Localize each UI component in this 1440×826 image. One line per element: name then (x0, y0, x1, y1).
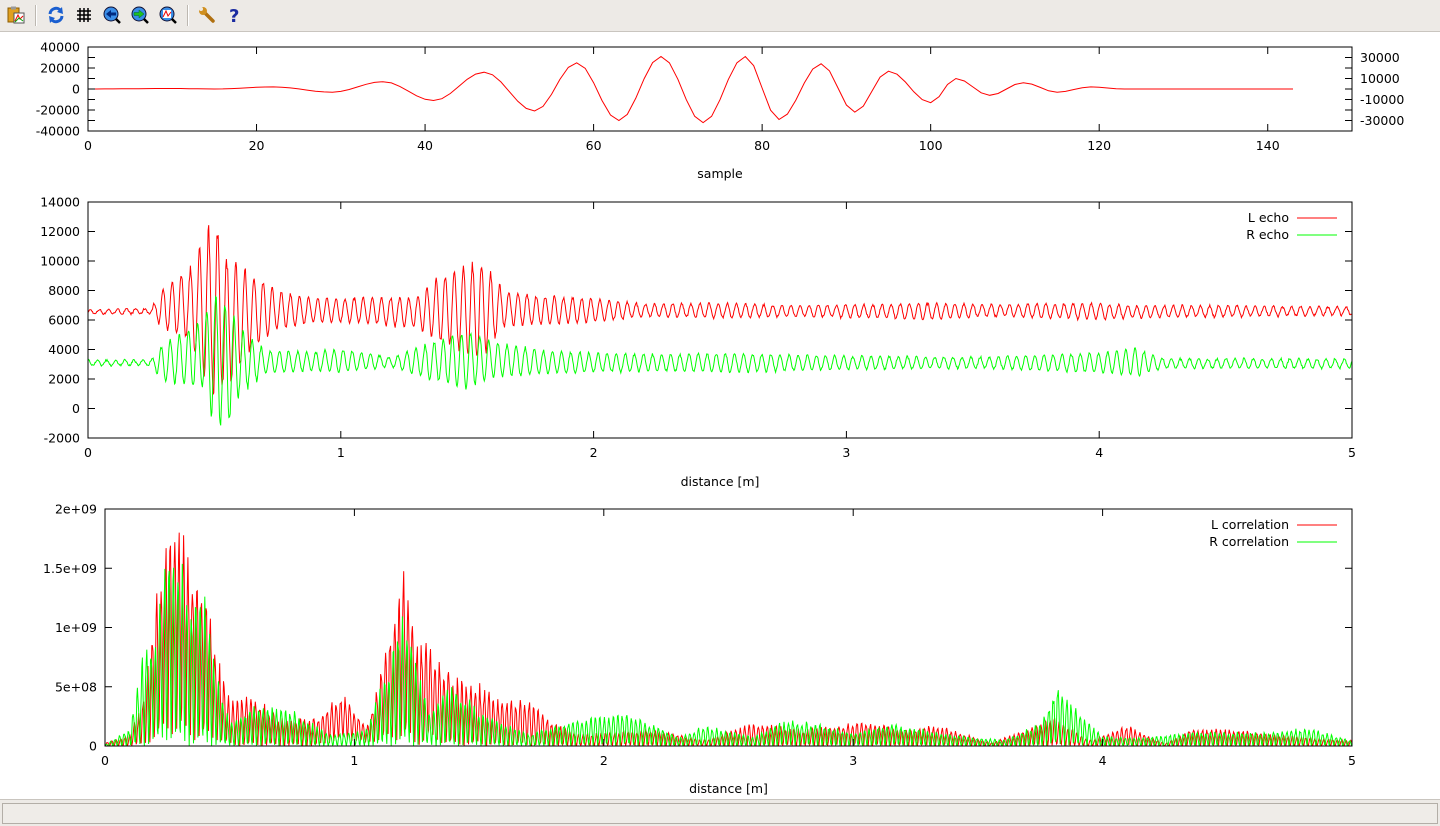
y-tick-label: 40000 (40, 40, 80, 55)
y-tick-label: 0 (89, 739, 97, 754)
toolbar-separator (187, 5, 189, 26)
x-tick-label: 5 (1348, 445, 1356, 460)
y-tick-label: 20000 (40, 61, 80, 76)
replot-icon[interactable] (46, 5, 66, 25)
x-tick-label: 0 (84, 445, 92, 460)
legend-label: R echo (1246, 227, 1289, 242)
x-tick-label: 60 (586, 138, 602, 153)
x-tick-label: 120 (1087, 138, 1111, 153)
y-tick-label: -40000 (36, 124, 80, 139)
legend-label: L echo (1248, 210, 1289, 225)
x-tick-label: 40 (417, 138, 433, 153)
y-tick-label: -10000 (1360, 92, 1404, 107)
x-tick-label: 0 (101, 753, 109, 768)
chart-2: 0 1 2 3 4 5 -2000 0 2000 4000 6000 8000 10000 12000 14… (40, 195, 1356, 490)
x-tick-label: 5 (1348, 753, 1356, 768)
zoom-next-icon[interactable] (130, 5, 150, 25)
x-tick-label: 3 (842, 445, 850, 460)
x-tick-label: 100 (919, 138, 943, 153)
y-tick-label: 8000 (48, 283, 80, 298)
x-axis-label: distance [m] (681, 474, 760, 489)
x-tick-label: 0 (84, 138, 92, 153)
plot-frame (87, 201, 1353, 439)
y-tick-label: 5e+08 (55, 679, 97, 694)
zoom-previous-icon[interactable] (102, 5, 122, 25)
y-tick-label: 1e+09 (55, 620, 97, 635)
copy-to-clipboard-icon[interactable] (6, 5, 26, 25)
y-tick-label: 0 (72, 82, 80, 97)
y-tick-label: 10000 (40, 254, 80, 269)
y-tick-label: 1.5e+09 (43, 561, 97, 576)
x-axis-label: distance [m] (689, 781, 768, 796)
y-tick-label: 4000 (48, 342, 80, 357)
autoscale-icon[interactable] (158, 5, 178, 25)
chart-3: 0 1 2 3 4 5 0 5e+08 1e+09 1.5e+09 2e+09 distance [m… (43, 502, 1356, 797)
legend-label: L correlation (1211, 517, 1289, 532)
status-bar (0, 799, 1440, 826)
series-line-1 (88, 55, 1293, 124)
y-tick-label: -2000 (44, 431, 80, 446)
y-tick-label: -20000 (36, 103, 80, 118)
y-tick-label: 30000 (1360, 50, 1400, 65)
x-tick-label: 2 (600, 753, 608, 768)
status-text (2, 803, 1438, 824)
y-tick-label: 10000 (1360, 71, 1400, 86)
x-tick-label: 80 (754, 138, 770, 153)
y-tick-label: 14000 (40, 195, 80, 210)
y-tick-label: -30000 (1360, 113, 1404, 128)
x-axis-label: sample (697, 166, 743, 181)
options-wrench-icon[interactable] (197, 5, 217, 25)
series-line-l-correlation (105, 532, 1352, 746)
y-tick-label: 0 (72, 401, 80, 416)
series-line-r-echo (88, 295, 1352, 426)
y-tick-label: 6000 (48, 313, 80, 328)
series-line-l-echo (88, 225, 1352, 395)
x-tick-label: 1 (337, 445, 345, 460)
chart-1: 0 20 40 60 80 100 120 140 -40000 -30000 -20000 -100… (36, 40, 1405, 182)
x-tick-label: 2 (590, 445, 598, 460)
help-icon[interactable]: ? (225, 5, 245, 25)
svg-text:?: ? (229, 6, 239, 24)
x-tick-label: 20 (249, 138, 265, 153)
grid-icon[interactable] (74, 5, 94, 25)
x-tick-label: 3 (849, 753, 857, 768)
x-tick-label: 140 (1256, 138, 1280, 153)
y-tick-label: 12000 (40, 224, 80, 239)
legend-label: R correlation (1209, 534, 1289, 549)
x-tick-label: 1 (350, 753, 358, 768)
x-tick-label: 4 (1099, 753, 1107, 768)
toolbar: ? (0, 0, 1440, 32)
toolbar-separator (35, 5, 37, 26)
x-tick-label: 4 (1095, 445, 1103, 460)
y-tick-label: 2e+09 (55, 502, 97, 517)
plot-frame (104, 508, 1353, 747)
series-line-r-correlation (105, 563, 1352, 746)
y-tick-label: 2000 (48, 372, 80, 387)
